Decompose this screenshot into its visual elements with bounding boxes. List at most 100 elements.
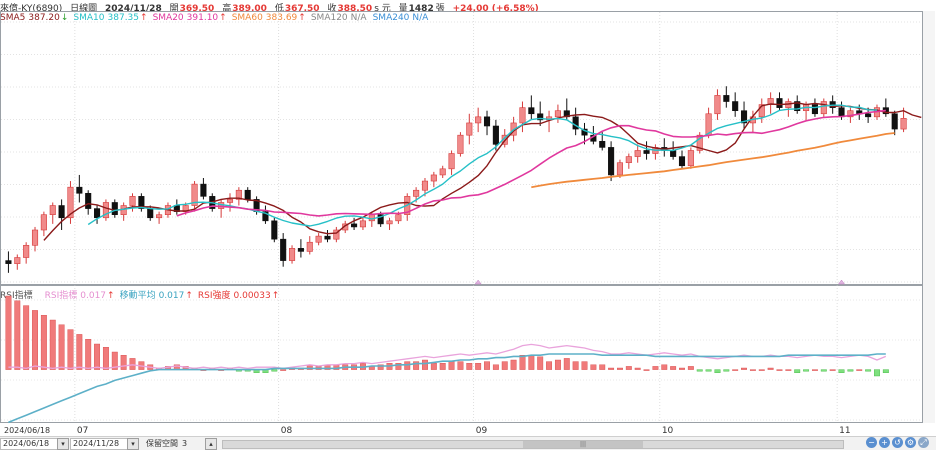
rsi-strength-bar (492, 364, 499, 370)
rsi-strength-bar (811, 369, 818, 371)
expand-icon[interactable]: ⤢ (918, 437, 929, 448)
rsi-strength-bar (67, 329, 74, 370)
end-date-picker-icon[interactable]: ▾ (127, 438, 139, 450)
scrollbar-thumb[interactable]: ||| (523, 441, 643, 448)
rsi-strength-bar (608, 367, 615, 370)
end-date-field[interactable]: 2024/11/28 (70, 438, 128, 450)
rsi-strength-bar (23, 305, 30, 370)
close-unit: s 元 (374, 4, 391, 14)
stock-name: 來億-KY(6890) (0, 4, 63, 14)
rsi-strength-bar (546, 361, 553, 370)
candle-body (811, 104, 818, 115)
candle-body (297, 248, 304, 252)
candle-body (740, 110, 748, 124)
month-tick-label: 11 (839, 426, 850, 436)
line-sma20 (176, 109, 886, 217)
rsi-strength-bar (705, 369, 712, 372)
rsi-strength-bar (430, 363, 437, 370)
rsi-strength-bar (758, 369, 765, 371)
reset-icon[interactable]: ↺ (892, 437, 903, 448)
rsi-strength-bar (687, 366, 694, 370)
candle-body (359, 220, 366, 228)
candle-body (439, 168, 446, 176)
rsi-strength-bar (49, 319, 56, 370)
quote-header: 來億-KY(6890) 日線圖 2024/11/28 開369.50 高389.… (0, 1, 544, 14)
first-date-label: 2024/06/18 (4, 426, 50, 435)
rsi-strength-bar (537, 356, 544, 370)
keep-space-spinner-icon[interactable]: ▴ (205, 438, 217, 450)
candle-body (608, 147, 615, 176)
candle-body (306, 241, 313, 252)
start-date-field[interactable]: 2024/06/18 (0, 438, 58, 450)
candle-body (31, 229, 39, 246)
sma-legend-label: SMA10 (73, 13, 105, 23)
sma-legend-arrow: ↑ (219, 13, 227, 23)
settings-icon[interactable]: ⚙ (905, 437, 916, 448)
candle-body (111, 202, 118, 216)
rsi-strength-bar (40, 315, 47, 370)
month-tick-label: 09 (476, 426, 488, 436)
rsi-strength-bar (617, 367, 623, 370)
candle-body (368, 214, 375, 222)
rsi-strength-bar (395, 363, 402, 370)
candle-body (430, 174, 437, 182)
rsi-strength-bar (714, 369, 721, 374)
rsi-strength-bar (820, 369, 827, 372)
rsi-strength-bar (475, 363, 482, 370)
candle-body (129, 196, 136, 206)
candle-body (732, 101, 739, 112)
rsi-strength-bar (439, 363, 446, 370)
candle-body (554, 110, 561, 118)
candle-body (156, 214, 163, 219)
zoom-out-icon[interactable]: − (866, 437, 877, 448)
candle-body (794, 101, 801, 112)
period-label: 日線圖 (70, 4, 98, 14)
rsi-strength-bar (271, 369, 278, 372)
sma-legend-value: 387.20 (28, 13, 60, 23)
sma-legend-value: N/A (412, 13, 429, 23)
candle-body (599, 140, 606, 148)
rsi-strength-bar (599, 364, 606, 370)
candle-body (492, 125, 499, 145)
rsi-legend-label: RSI指標 (44, 291, 78, 301)
start-date-picker-icon[interactable]: ▾ (57, 438, 69, 450)
candle-body (448, 153, 455, 170)
candle-body (191, 183, 198, 206)
candle-body (138, 196, 145, 209)
high-value: 389.00 (232, 4, 267, 14)
rsi-strength-bar (847, 369, 854, 372)
line-sma10 (87, 104, 878, 227)
candle-body (723, 95, 730, 102)
sma-legend-label: SMA20 (152, 13, 184, 23)
rsi-strength-bar (76, 334, 83, 370)
rsi-strength-bar (457, 361, 464, 370)
rsi-strength-bar (519, 355, 526, 370)
candle-body (625, 156, 632, 164)
keep-space-label: 保留空間 (146, 439, 178, 448)
rsi-legend-arrow: ↑ (185, 291, 193, 301)
close-label: 收 (327, 4, 337, 14)
keep-space-value[interactable]: 3 (182, 439, 188, 448)
main-panel-frame (0, 11, 923, 285)
rsi-strength-bar (102, 347, 109, 370)
rsi-strength-bar (723, 369, 730, 372)
rsi-strength-bar (14, 300, 21, 370)
rsi-legend-label: 移動平均 (119, 291, 156, 301)
rsi-strength-bar (829, 369, 836, 371)
sma-legend-sma120-4: SMA120 N/A (311, 13, 368, 23)
rsi-ma-line (8, 353, 886, 424)
sma-legend-sma240-5: SMA240 N/A (373, 13, 430, 23)
sma-legend-label: SMA5 (0, 13, 26, 23)
candle-body (838, 107, 845, 118)
chart-scrollbar[interactable]: ||| (222, 440, 844, 449)
rsi-strength-bar (510, 359, 517, 370)
rsi-strength-bar (280, 369, 287, 371)
zoom-in-icon[interactable]: + (879, 437, 890, 448)
rsi-strength-bar (563, 358, 570, 370)
rsi-strength-bar (856, 369, 863, 371)
rsi-strength-bar (377, 364, 384, 370)
sma-legend-sma10-1: SMA10 387.35↑ (73, 13, 147, 23)
candle-body (333, 229, 340, 240)
rsi-strength-bar (634, 367, 641, 370)
rsi-strength-bar (554, 359, 561, 370)
